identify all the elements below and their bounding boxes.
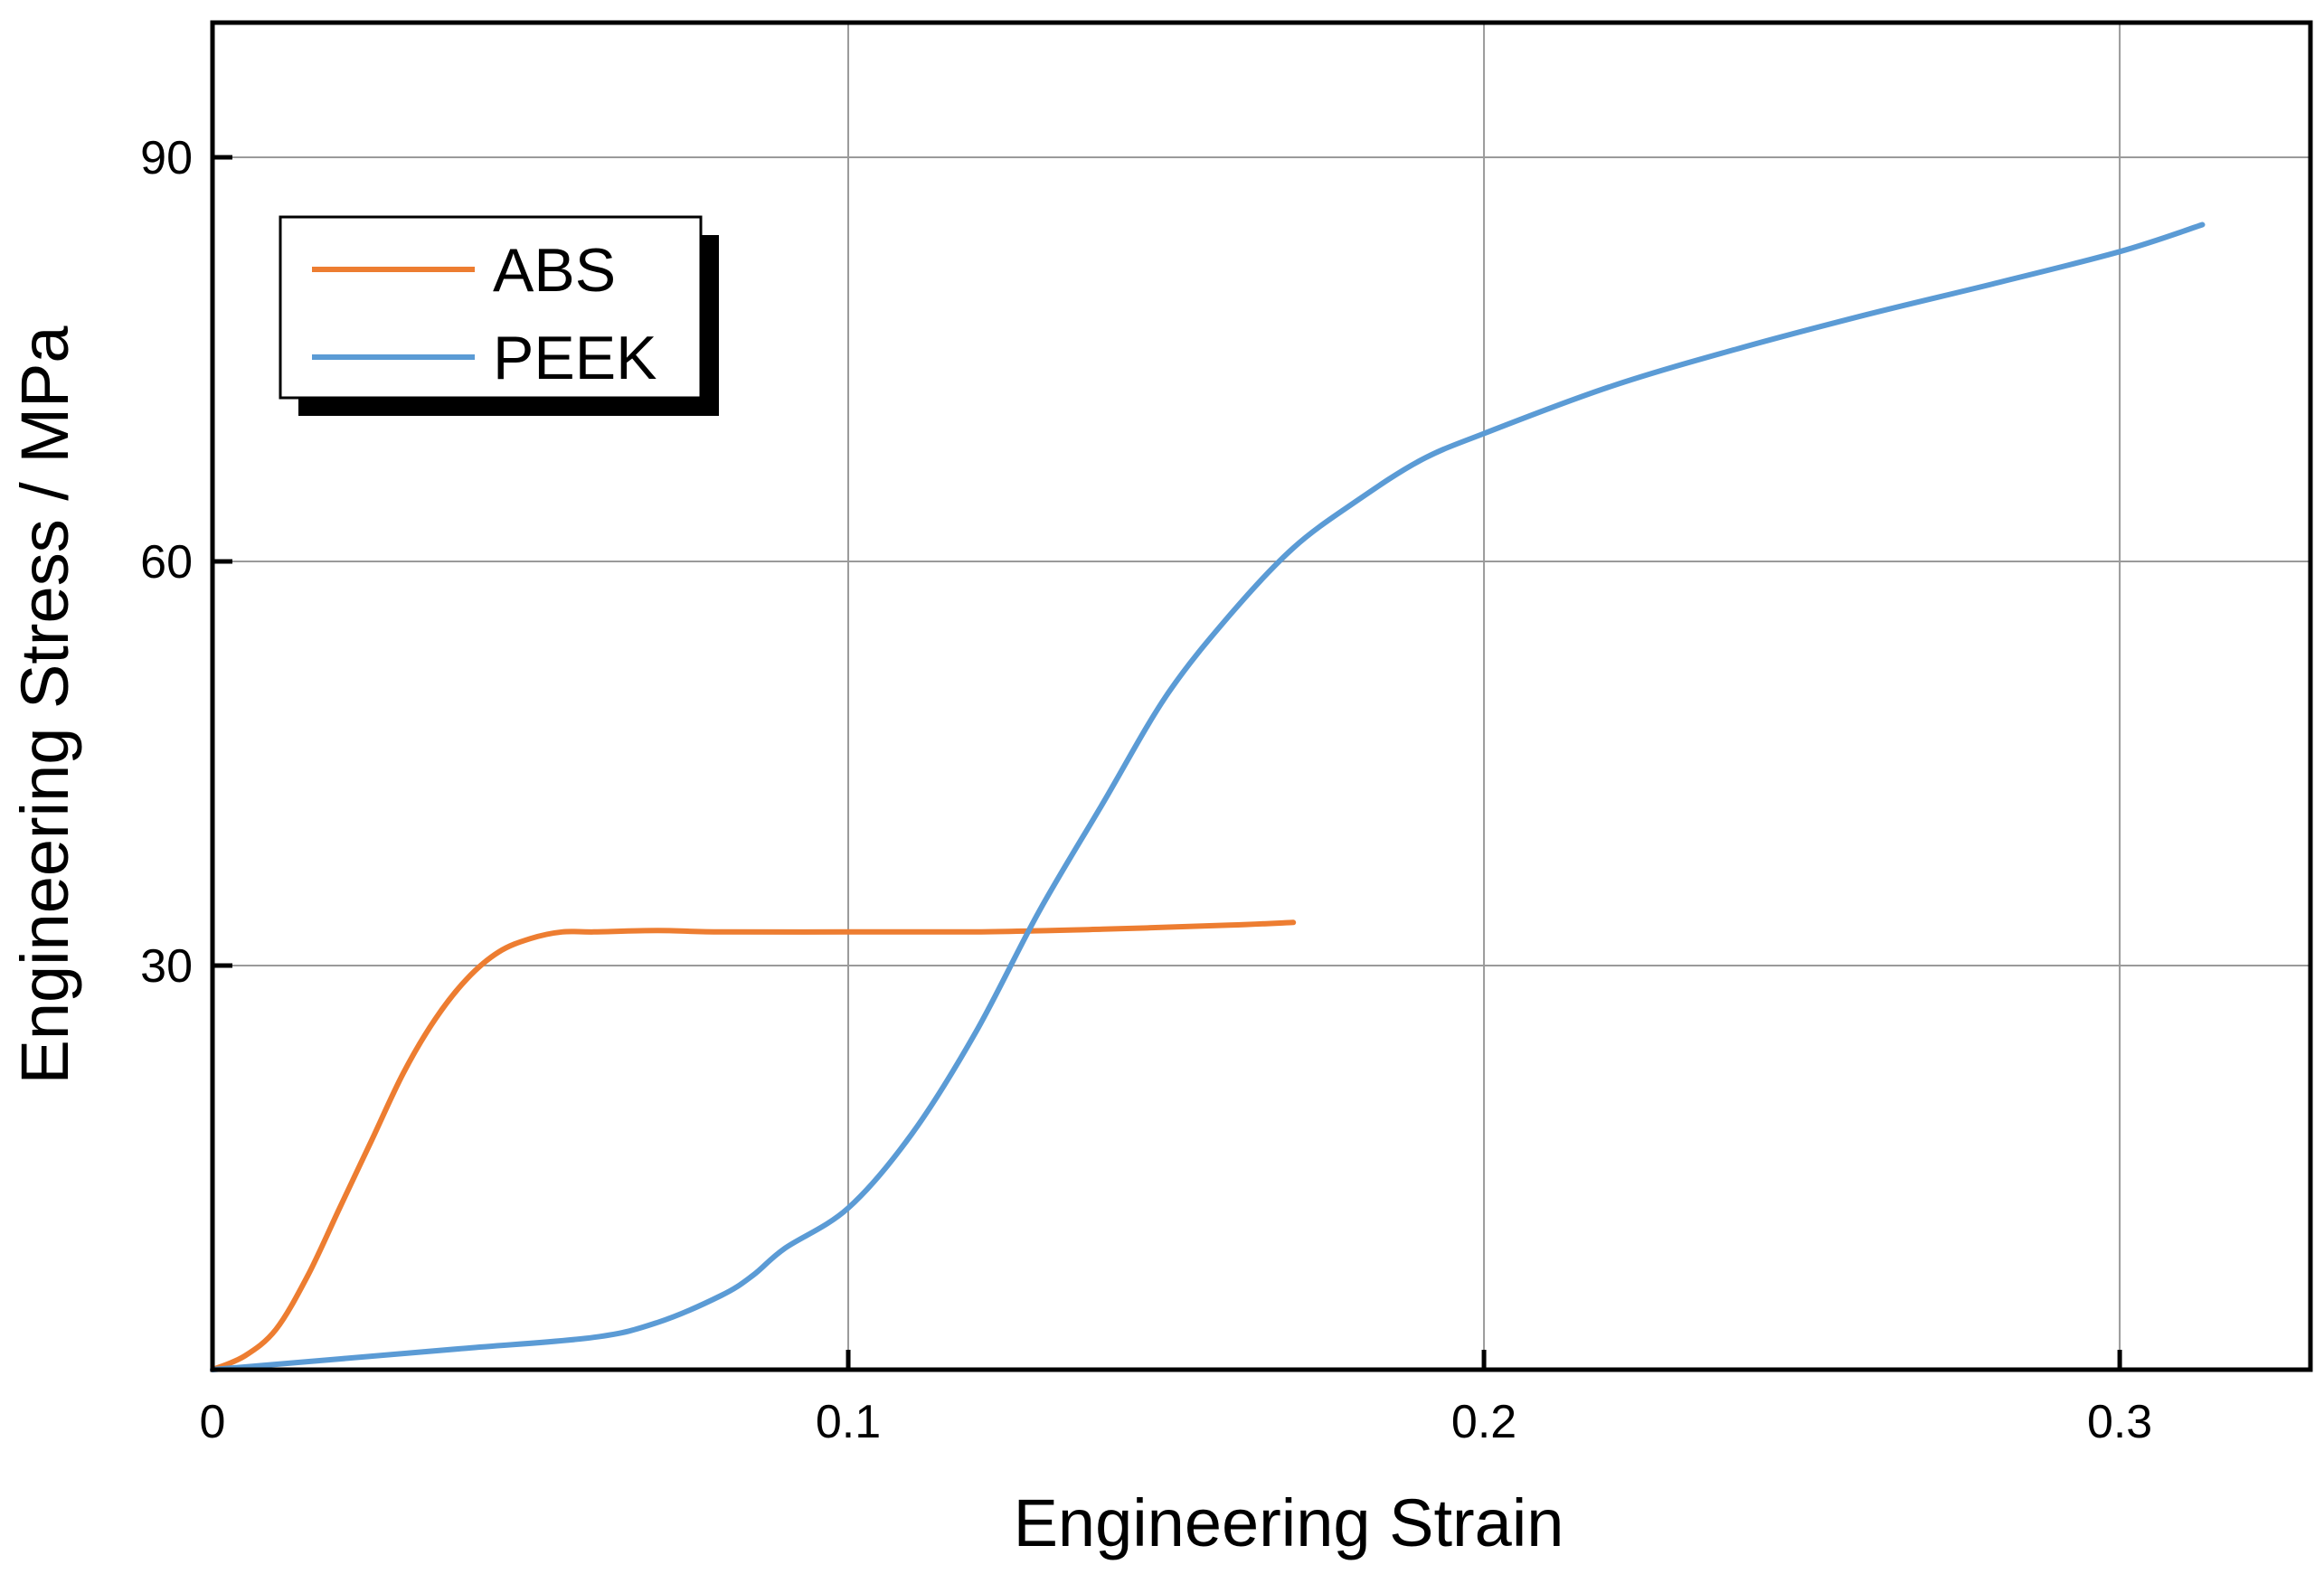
legend-label-peek: PEEK <box>493 324 657 392</box>
series-line-abs <box>210 919 1297 1372</box>
y-tick-label: 90 <box>140 132 193 184</box>
legend: ABS PEEK <box>279 215 719 416</box>
x-tick-label: 0.1 <box>816 1396 881 1448</box>
y-tick-label: 60 <box>140 536 193 589</box>
tick-labels: 0 0.1 0.2 0.3 30 60 90 <box>140 132 2152 1448</box>
legend-box <box>279 215 703 400</box>
legend-label-abs: ABS <box>493 236 616 305</box>
x-tick-label: 0.3 <box>2087 1396 2152 1448</box>
x-tick-label: 0 <box>200 1396 226 1448</box>
grid-lines <box>213 23 2310 1370</box>
series-layer <box>210 221 2206 1372</box>
x-axis-title: Engineering Strain <box>1014 1485 1564 1560</box>
y-axis-title: Engineering Stress / MPa <box>7 325 82 1085</box>
y-tick-label: 30 <box>140 940 193 993</box>
series-line-peek <box>210 221 2206 1372</box>
plot-frame <box>210 20 2313 1372</box>
x-tick-label: 0.2 <box>1451 1396 1516 1448</box>
